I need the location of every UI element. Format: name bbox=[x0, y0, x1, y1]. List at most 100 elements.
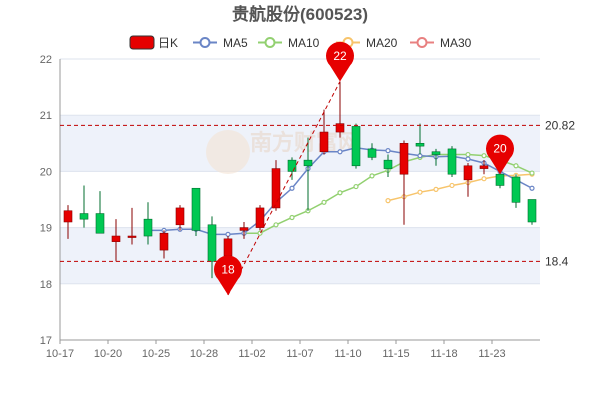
ma20-line-point bbox=[417, 189, 423, 195]
ma20-line bbox=[387, 173, 533, 202]
price-pin: 20 bbox=[486, 134, 514, 175]
candle-body bbox=[367, 148, 377, 158]
price-pin-label: 20 bbox=[493, 142, 507, 156]
candle-body bbox=[527, 199, 537, 223]
y-tick-label: 21 bbox=[40, 110, 52, 122]
y-axis: 17 18 19 20 21 22 bbox=[40, 54, 61, 347]
background-band bbox=[60, 115, 540, 172]
reference-line-label: 18.4 bbox=[545, 254, 569, 268]
candle bbox=[415, 123, 425, 155]
x-tick-label: 11-02 bbox=[238, 348, 265, 360]
x-tick-label: 11-07 bbox=[286, 348, 313, 360]
candle bbox=[319, 109, 329, 155]
ma10-line-point bbox=[481, 153, 487, 159]
ma5-line-point bbox=[289, 185, 295, 191]
x-tick-label: 11-15 bbox=[382, 348, 409, 360]
price-pin: 22 bbox=[325, 41, 354, 82]
ma5-line-point bbox=[385, 148, 391, 154]
ma10-line-point bbox=[353, 183, 359, 190]
candle bbox=[255, 205, 265, 231]
candle-body bbox=[415, 143, 425, 147]
ma5-line-point bbox=[465, 156, 471, 162]
ma20-line-point bbox=[449, 182, 455, 189]
candle-body bbox=[191, 187, 201, 231]
legend-item: MA5 bbox=[193, 36, 248, 50]
ma10-line-point bbox=[529, 170, 535, 176]
candle bbox=[143, 202, 153, 245]
legend-label: MA30 bbox=[440, 36, 472, 50]
candle-body bbox=[255, 207, 265, 228]
candle-body bbox=[223, 238, 233, 256]
watermark-logo bbox=[206, 130, 250, 174]
ma20-line-point bbox=[433, 186, 439, 192]
y-tick-label: 17 bbox=[40, 335, 52, 347]
candle-body bbox=[159, 232, 169, 251]
candle-body bbox=[383, 159, 393, 169]
legend-swatch-dot bbox=[416, 37, 428, 48]
legend-label: MA20 bbox=[366, 36, 398, 50]
background-bands bbox=[60, 115, 540, 284]
candle bbox=[303, 137, 313, 211]
y-tick-label: 19 bbox=[40, 223, 52, 235]
x-tick-label: 11-23 bbox=[478, 348, 505, 360]
x-axis: 10-17 10-20 10-25 10-28 11-02 11-07 11-10 11-15… bbox=[46, 339, 540, 360]
ma20-line-point bbox=[385, 198, 391, 204]
candle bbox=[159, 230, 169, 259]
candle bbox=[367, 143, 377, 161]
candle-body bbox=[399, 143, 409, 175]
candle bbox=[335, 81, 345, 138]
candle-body bbox=[303, 159, 313, 167]
candle bbox=[175, 205, 185, 231]
legend-label: MA5 bbox=[223, 36, 248, 50]
candle bbox=[511, 174, 521, 208]
candle bbox=[63, 205, 73, 239]
x-tick-label: 11-18 bbox=[430, 348, 457, 360]
candle-body bbox=[175, 207, 185, 226]
grid-lines bbox=[60, 58, 540, 341]
price-pin-label: 18 bbox=[221, 263, 235, 277]
candle-body bbox=[335, 123, 345, 133]
chart-title: 贵航股份(600523) bbox=[232, 4, 368, 24]
x-tick-label: 10-17 bbox=[46, 348, 74, 360]
candle bbox=[287, 157, 297, 180]
legend-swatch bbox=[129, 35, 155, 50]
reference-lines: 20.82 18.4 bbox=[60, 118, 575, 268]
legend-item: 日K bbox=[129, 35, 178, 50]
ma10-line-point bbox=[513, 163, 519, 169]
candle bbox=[239, 221, 249, 239]
y-tick-label: 18 bbox=[40, 279, 52, 291]
y-tick-label: 22 bbox=[40, 54, 52, 66]
candle bbox=[399, 140, 409, 225]
candle-body bbox=[287, 159, 297, 172]
candle-body bbox=[207, 224, 217, 262]
candle bbox=[271, 160, 281, 211]
price-pins: 22 18 20 bbox=[214, 41, 514, 296]
legend-item: MA30 bbox=[410, 36, 472, 50]
candle bbox=[127, 207, 137, 245]
candle bbox=[207, 216, 217, 279]
legend-item: MA10 bbox=[258, 36, 320, 50]
price-pin-shape bbox=[486, 134, 514, 175]
trend-line-segment bbox=[227, 81, 341, 296]
background-band bbox=[60, 227, 540, 284]
candle bbox=[111, 219, 121, 262]
candle-body bbox=[111, 235, 121, 242]
ma10-line-point bbox=[369, 173, 375, 179]
price-pin-shape bbox=[325, 41, 354, 82]
candle bbox=[447, 146, 457, 178]
candle-body bbox=[63, 210, 73, 223]
candle-body bbox=[511, 176, 521, 203]
x-tick-label: 10-28 bbox=[190, 348, 218, 360]
candle bbox=[351, 123, 361, 169]
ma5-line-point bbox=[529, 185, 535, 191]
reference-line-label: 20.82 bbox=[545, 118, 575, 132]
candle bbox=[479, 160, 489, 175]
candle-body bbox=[271, 168, 281, 209]
candle-body bbox=[431, 151, 441, 155]
candle-body bbox=[447, 148, 457, 175]
candle-body bbox=[351, 126, 361, 167]
candle-body bbox=[95, 213, 105, 234]
candle bbox=[383, 154, 393, 178]
